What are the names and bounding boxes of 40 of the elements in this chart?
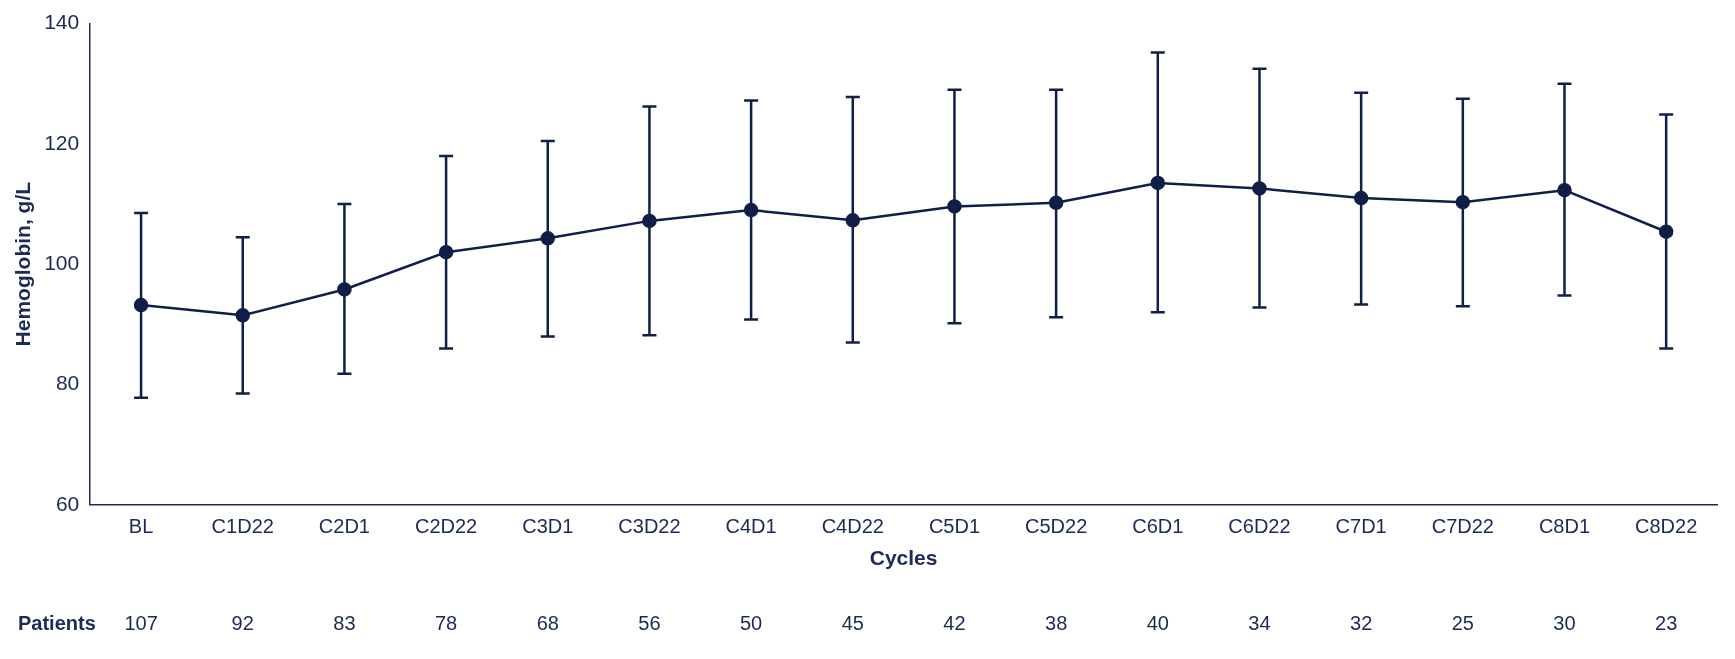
y-tick-label: 60 [55,491,80,515]
text: Patients [18,612,96,635]
text: 107 [124,612,158,635]
text: 83 [333,612,356,635]
text: 23 [1655,612,1678,635]
x-tick-label: C5D1 [928,515,981,538]
x-tick-label: C6D22 [1228,515,1291,538]
text: 45 [841,612,864,635]
x-tick-label: BL [128,515,154,538]
x-tick-label: C3D22 [618,515,681,538]
text: 40 [1146,612,1169,635]
x-tick-label: C8D22 [1635,515,1698,538]
text: 78 [434,612,458,635]
x-tick-label: C1D22 [211,515,274,538]
y-tick-label: 120 [44,130,80,154]
text: 25 [1451,612,1474,635]
x-tick-label: C8D1 [1538,515,1591,538]
text: 56 [638,612,661,635]
text: 34 [1248,612,1271,635]
x-tick-label: C2D22 [414,515,478,538]
x-tick-label: C6D1 [1132,515,1184,538]
text: 68 [536,612,559,635]
y-tick-label: 80 [55,371,80,395]
y-axis-title: Hemoglobin, g/L [11,181,35,347]
text: 50 [739,612,763,635]
x-tick-label: C3D1 [522,515,574,538]
text: 92 [231,612,254,635]
y-tick-label: 140 [44,10,80,34]
x-tick-label: C7D1 [1335,515,1387,538]
y-tick-label: 100 [44,251,80,274]
text: 32 [1350,612,1373,635]
x-tick-label: C2D1 [318,515,370,538]
x-tick-label: C4D22 [821,515,884,538]
x-tick-label: C4D1 [725,515,777,538]
x-tick-label: C7D22 [1431,515,1494,538]
text: 30 [1553,612,1576,635]
x-tick-label: C5D22 [1024,515,1088,538]
x-axis-title: Cycles [869,546,938,570]
text: 38 [1045,612,1068,635]
text: 42 [943,612,966,635]
